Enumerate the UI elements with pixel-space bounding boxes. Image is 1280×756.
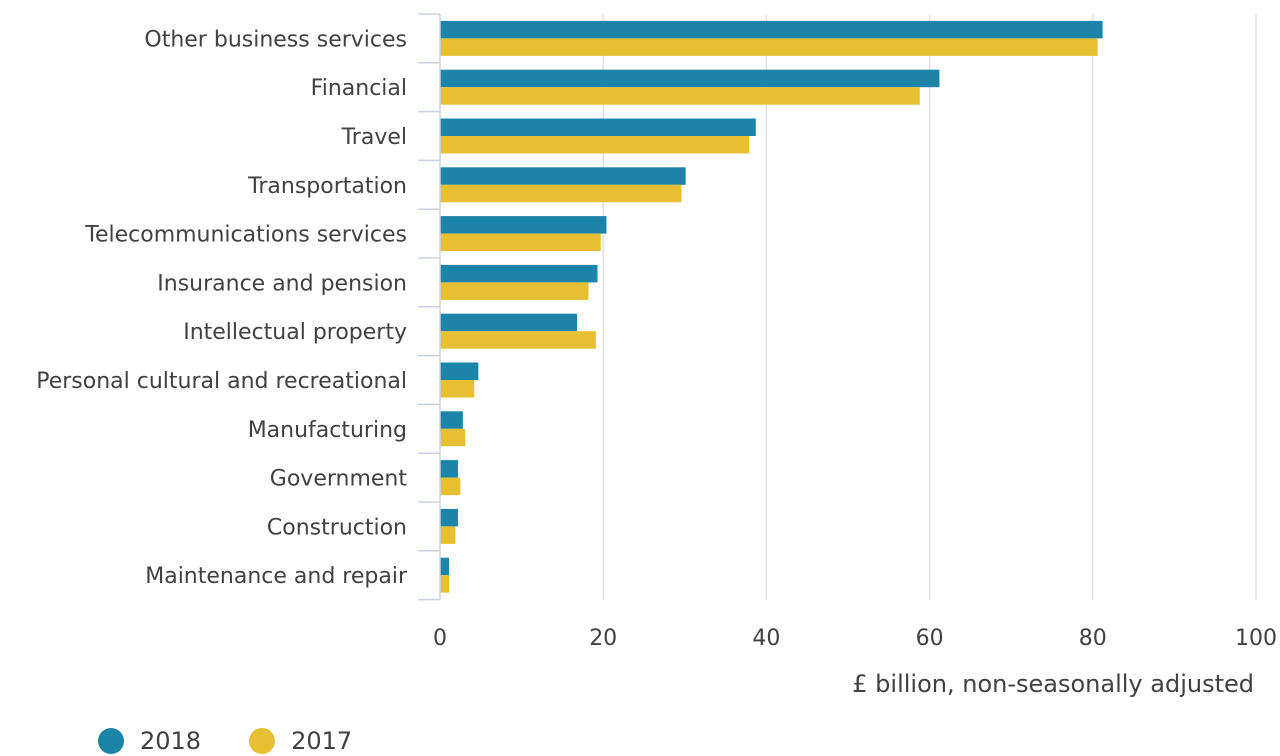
bars [440,20,1103,593]
x-tick-labels: 0 20 40 60 80 100 [433,626,1277,651]
bar-2018 [440,508,458,527]
bar-2017 [440,331,596,349]
bar-2017 [440,477,461,496]
gridlines [602,14,1257,600]
bar-2018 [440,557,449,576]
bar-2017 [440,380,475,398]
bar-2018 [440,362,479,380]
x-tick-label: 0 [433,626,447,651]
legend-item: 2017 [249,728,352,754]
x-tick-label: 60 [916,626,944,651]
category-label: Insurance and pension [157,271,407,296]
category-label: Manufacturing [248,418,407,443]
bar-2017 [440,428,466,447]
bar-2018 [440,118,756,136]
bar-2017 [440,184,682,203]
category-label: Personal cultural and recreational [36,369,407,394]
bar-chart: Other business services Financial Travel Tr… [36,13,1277,698]
bar-2017 [440,575,449,593]
category-label: Transportation [247,174,407,199]
bar-2017 [440,38,1098,56]
bar-2018 [440,167,686,185]
category-label: Construction [267,515,407,540]
bar-2017 [440,136,750,154]
x-axis-title: £ billion, non-seasonally adjusted [852,670,1254,698]
legend-label: 2018 [140,727,202,755]
x-tick-label: 80 [1079,626,1107,651]
bar-2018 [440,460,458,478]
bar-2017 [440,87,920,105]
bar-2018 [440,411,463,429]
bar-2018 [440,264,598,283]
x-tick-label: 100 [1235,626,1277,651]
bar-2018 [440,69,940,88]
bar-2017 [440,526,456,544]
legend-swatch [98,728,124,754]
category-label: Maintenance and repair [145,564,408,589]
legend-item: 2018 [98,728,201,754]
y-axis [418,13,441,601]
bar-2018 [440,216,607,234]
bar-2018 [440,313,578,332]
category-label: Government [270,467,408,492]
bar-2017 [440,233,601,252]
x-tick-label: 20 [589,626,617,651]
category-label: Financial [311,76,407,101]
legend-label: 2017 [291,727,353,755]
category-label: Other business services [144,27,407,52]
category-labels: Other business services Financial Travel Tr… [36,27,408,589]
category-label: Intellectual property [183,320,407,345]
x-tick-label: 40 [752,626,780,651]
legend-swatch [249,728,276,754]
bar-2017 [440,282,589,300]
bar-2018 [440,20,1103,39]
category-label: Telecommunications services [84,223,407,248]
category-label: Travel [341,125,407,150]
legend: 2018 2017 [98,726,400,756]
